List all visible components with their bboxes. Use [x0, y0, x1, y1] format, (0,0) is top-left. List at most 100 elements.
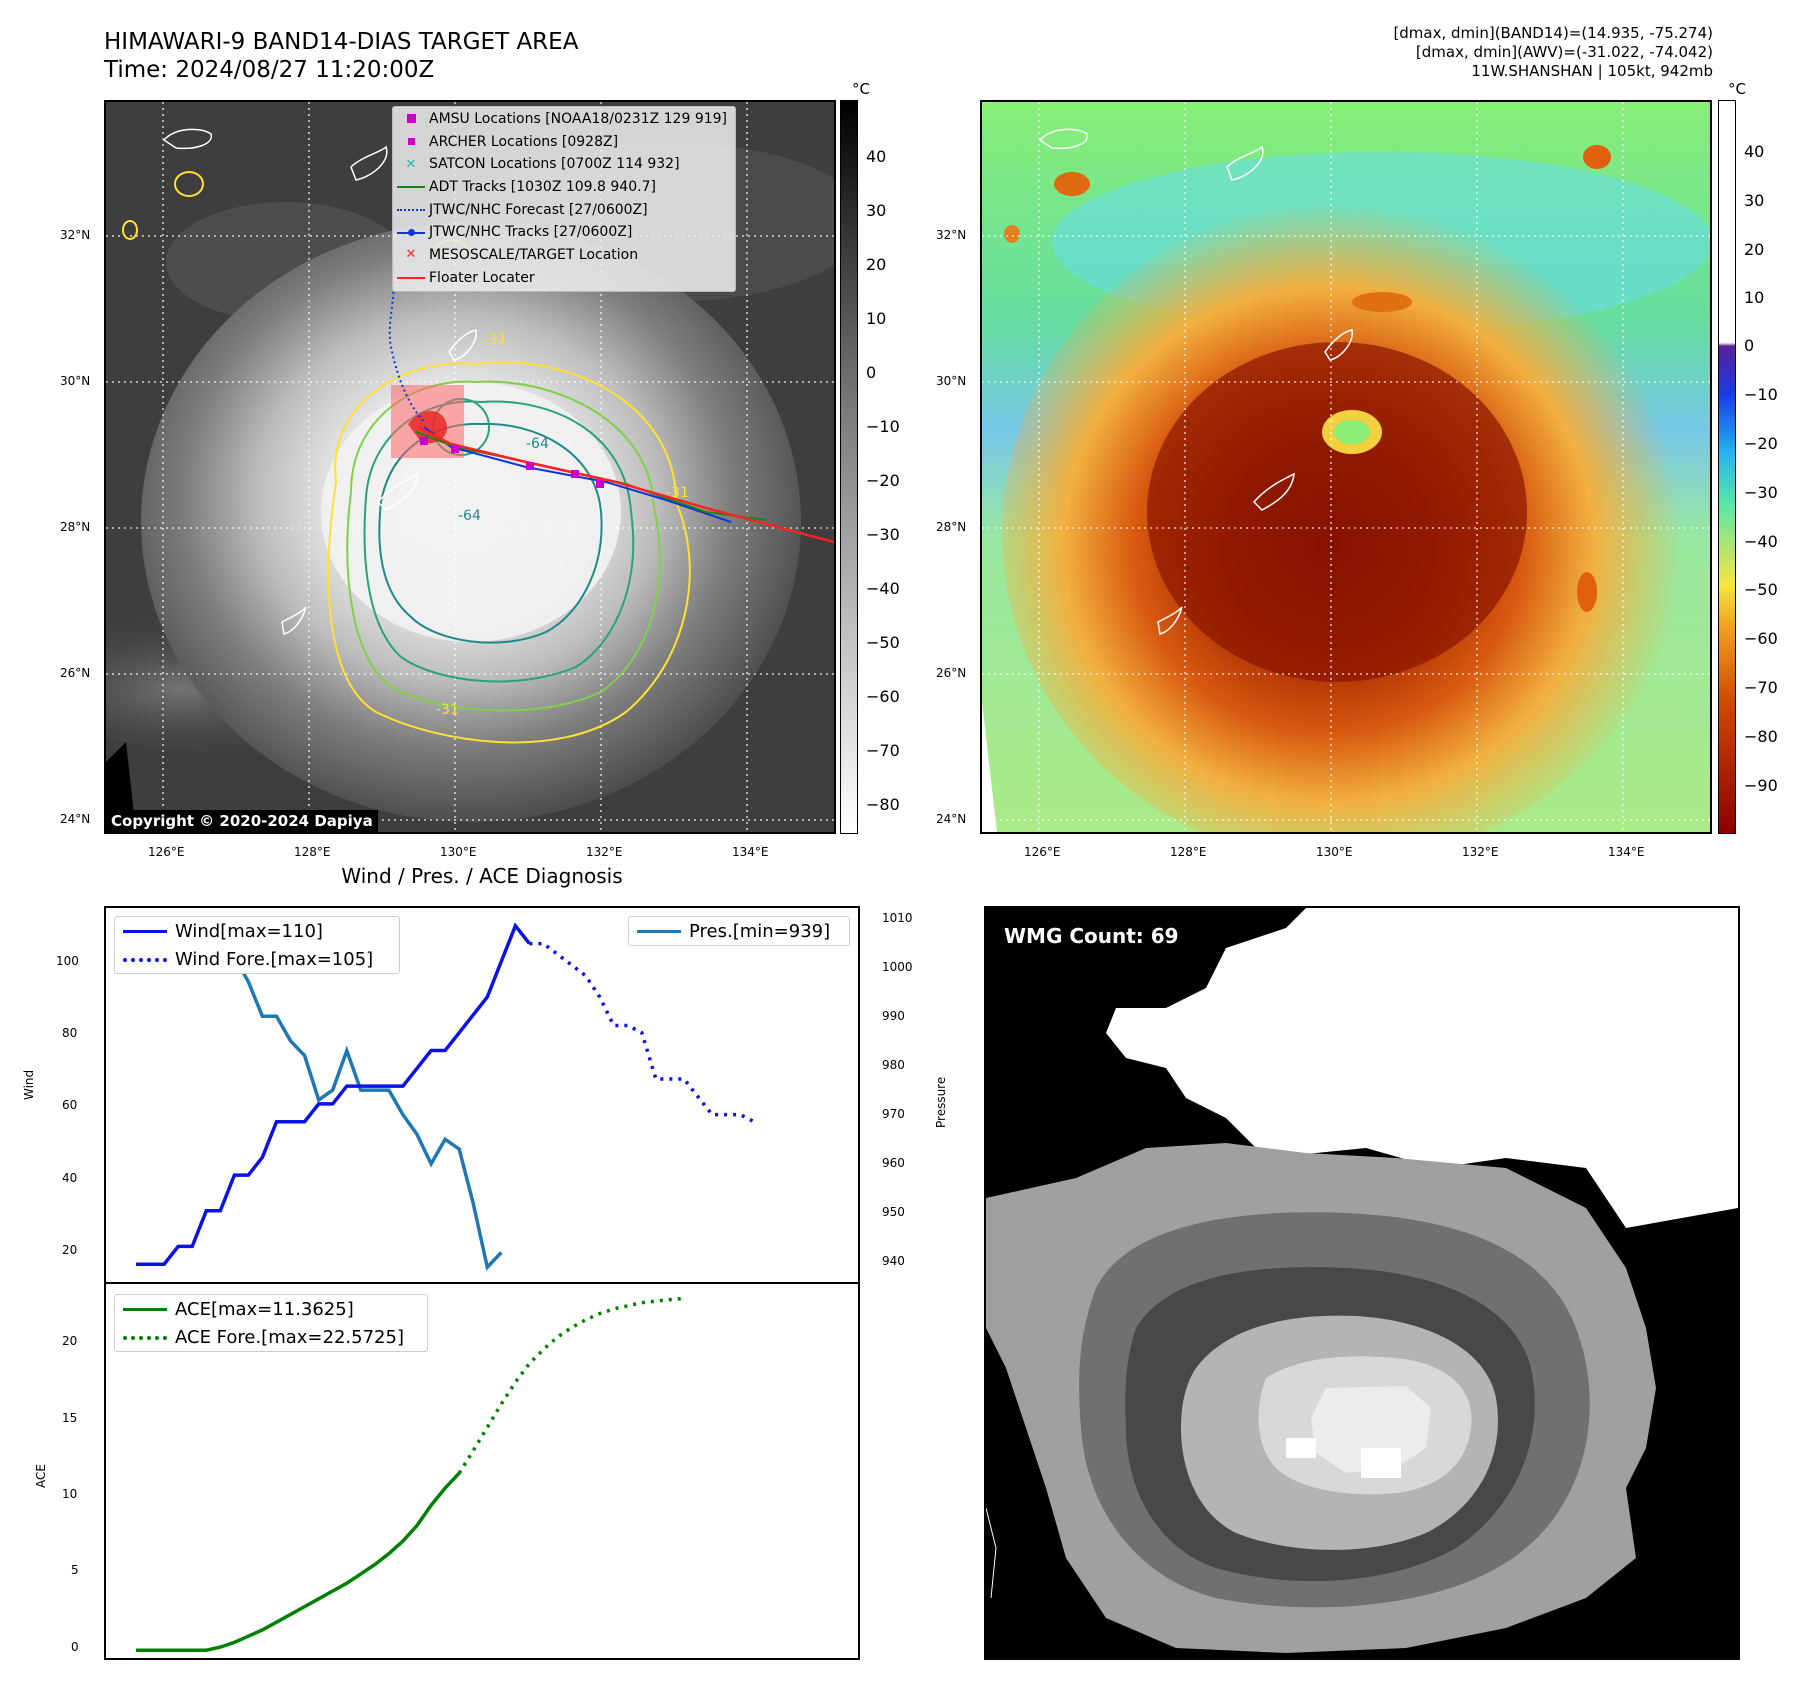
colorbar-tick: 10: [866, 309, 887, 328]
pressure-axis-label: Pressure: [934, 1076, 948, 1128]
diagnosis-title: Wind / Pres. / ACE Diagnosis: [341, 864, 623, 888]
solid-line-icon: [121, 921, 169, 941]
diagnosis-panel: Wind[max=110] Wind Fore.[max=105] Pres.[…: [104, 906, 860, 1660]
contour-label: -64: [458, 508, 481, 524]
legend-label: Pres.[min=939]: [689, 920, 831, 942]
contour-label: -31: [436, 702, 459, 718]
lon-label: 126°E: [148, 845, 185, 859]
ace-tick: 0: [71, 1640, 79, 1654]
colorbar-tick: 0: [866, 363, 877, 382]
colorbar-tick: −80: [1744, 727, 1778, 746]
awv-colorbar-ticks: 40 30 20 10 0 −10 −20 −30 −40 −50 −60 −7…: [1744, 100, 1794, 834]
dotted-line-icon: [393, 199, 429, 221]
legend-label: JTWC/NHC Forecast [27/0600Z]: [429, 201, 648, 218]
lon-label: 130°E: [1316, 845, 1353, 859]
legend-label: ACE Fore.[max=22.5725]: [175, 1326, 404, 1348]
colorbar-tick: −30: [1744, 483, 1778, 502]
wind-tick: 40: [62, 1171, 78, 1185]
solid-line-icon: [635, 921, 683, 941]
lat-label: 32°N: [936, 228, 967, 242]
lat-label: 32°N: [60, 228, 91, 242]
legend-label: AMSU Locations [NOAA18/0231Z 129 919]: [429, 111, 728, 127]
legend-item: ARCHER Locations [0928Z]: [393, 131, 735, 154]
legend-label: SATCON Locations [0700Z 114 932]: [429, 156, 680, 173]
colorbar-tick: −60: [866, 687, 900, 706]
colorbar-tick: 40: [866, 147, 887, 166]
legend-item: ✕ MESOSCALE/TARGET Location: [393, 244, 735, 267]
awv-range-info: [dmax, dmin](AWV)=(-31.022, -74.042): [1415, 43, 1713, 61]
x-marker-icon: ✕: [405, 156, 417, 172]
lon-label: 130°E: [440, 845, 477, 859]
colorbar-tick: 10: [1744, 288, 1765, 307]
ace-series-line: [136, 1471, 461, 1652]
legend-item: ACE Fore.[max=22.5725]: [115, 1323, 427, 1351]
pressure-tick: 940: [882, 1254, 905, 1268]
lon-label: 128°E: [1170, 845, 1207, 859]
colorbar-tick: −90: [1744, 776, 1778, 795]
wind-legend: Wind[max=110] Wind Fore.[max=105]: [114, 916, 400, 974]
legend-item: ACE[max=11.3625]: [115, 1295, 427, 1323]
colorbar-tick: 30: [866, 201, 887, 220]
legend-item: JTWC/NHC Tracks [27/0600Z]: [393, 221, 735, 244]
dotted-line-icon: [121, 1327, 169, 1347]
ace-forecast-line: [457, 1296, 685, 1475]
dotted-line-icon: [121, 949, 169, 969]
colorbar-tick: −50: [866, 633, 900, 652]
ace-plot: [136, 1296, 685, 1652]
ace-tick: 10: [62, 1487, 78, 1501]
lon-label: 134°E: [732, 845, 769, 859]
contour-label: -64: [526, 436, 549, 452]
lat-label: 26°N: [60, 666, 91, 680]
chart-title: HIMAWARI-9 BAND14-DIAS TARGET AREA: [104, 29, 579, 55]
line-dot-icon: [393, 222, 429, 244]
legend-label: Wind[max=110]: [175, 920, 323, 942]
square-marker-icon: [393, 108, 429, 130]
wind-forecast-line: [529, 941, 755, 1124]
colorbar-tick: −70: [866, 741, 900, 760]
legend-label: JTWC/NHC Tracks [27/0600Z]: [429, 224, 633, 241]
lat-label: 24°N: [60, 812, 91, 826]
chart-time: Time: 2024/08/27 11:20:00Z: [104, 57, 435, 83]
wmg-image: [986, 908, 1738, 1658]
lon-label: 126°E: [1024, 845, 1061, 859]
wind-tick: 20: [62, 1243, 78, 1257]
line-marker-icon: [393, 176, 429, 198]
storm-info: 11W.SHANSHAN | 105kt, 942mb: [1471, 62, 1713, 80]
ace-axis-label: ACE: [34, 1464, 48, 1488]
band14-colorbar: [840, 100, 858, 834]
colorbar-tick: 20: [866, 255, 887, 274]
legend-label: Wind Fore.[max=105]: [175, 948, 374, 970]
lon-label: 128°E: [294, 845, 331, 859]
pressure-tick: 970: [882, 1107, 905, 1121]
pressure-tick: 960: [882, 1156, 905, 1170]
contour-label: -31: [484, 332, 507, 348]
legend-item: Wind[max=110]: [115, 917, 399, 945]
wmg-count-label: WMG Count: 69: [1004, 924, 1179, 948]
colorbar-tick: 30: [1744, 191, 1765, 210]
colorbar-tick: −20: [866, 471, 900, 490]
subplot-divider: [106, 1282, 858, 1284]
colorbar-tick: −10: [866, 417, 900, 436]
pressure-tick: 950: [882, 1205, 905, 1219]
ace-legend: ACE[max=11.3625] ACE Fore.[max=22.5725]: [114, 1294, 428, 1352]
lon-label: 134°E: [1608, 845, 1645, 859]
colorbar-tick: 20: [1744, 240, 1765, 259]
lat-label: 30°N: [60, 374, 91, 388]
band14-map-panel: -31 -64 -64 -31 -31: [104, 100, 836, 834]
colorbar-unit: °C: [852, 80, 870, 98]
awv-colorbar: [1718, 100, 1736, 834]
legend-item: Pres.[min=939]: [629, 917, 849, 945]
pressure-tick: 1000: [882, 960, 913, 974]
colorbar-tick: −50: [1744, 580, 1778, 599]
colorbar-tick: −30: [866, 525, 900, 544]
colorbar-tick: −80: [866, 795, 900, 814]
awv-map-image: [982, 102, 1710, 832]
legend-label: ACE[max=11.3625]: [175, 1298, 354, 1320]
wind-tick: 60: [62, 1098, 78, 1112]
wind-axis-label: Wind: [22, 1069, 36, 1100]
colorbar-tick: 40: [1744, 142, 1765, 161]
map-legend: AMSU Locations [NOAA18/0231Z 129 919] AR…: [392, 106, 736, 292]
colorbar-tick: −40: [866, 579, 900, 598]
lat-label: 30°N: [936, 374, 967, 388]
legend-item: Floater Locater: [393, 267, 735, 290]
